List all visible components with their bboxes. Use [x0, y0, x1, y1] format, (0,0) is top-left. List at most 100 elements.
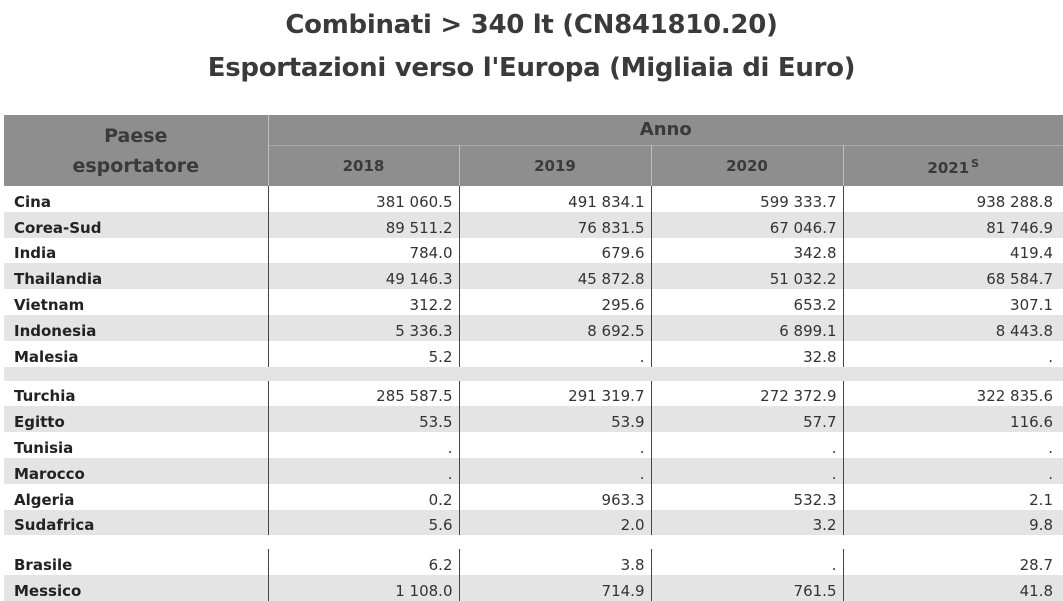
- value-cell: 938 288.8: [842, 186, 1063, 212]
- country-cell: Marocco: [4, 457, 268, 484]
- group-separator: [4, 366, 1063, 381]
- country-cell: India: [14, 244, 57, 263]
- value-cell: 3.8: [458, 549, 651, 576]
- page-subtitle: Esportazioni verso l'Europa (Migliaia di…: [207, 53, 856, 83]
- value-cell: 532.3: [650, 483, 843, 510]
- value-cell: 5.2: [267, 340, 459, 367]
- year-header-2018: 2018: [268, 145, 460, 186]
- value-cell: 45 872.8: [458, 263, 651, 290]
- value-cell: 5.6: [267, 509, 459, 536]
- value-cell: 76 831.5: [458, 211, 651, 238]
- value-cell: 81 746.9: [842, 211, 1063, 238]
- value-cell: 599 333.7: [650, 186, 843, 212]
- table-row: Sudafrica 5.6 2.0 3.2 9.8: [4, 509, 1063, 536]
- country-cell: Vietnam: [14, 295, 85, 314]
- value-cell: 116.6: [842, 406, 1063, 433]
- value-cell: 312.2: [267, 289, 459, 315]
- value-cell: 679.6: [458, 237, 651, 264]
- country-cell: Tunisia: [14, 438, 74, 457]
- value-cell: 2.0: [458, 509, 651, 536]
- value-cell: 51 032.2: [650, 263, 843, 290]
- value-cell: 8 443.8: [842, 314, 1063, 341]
- table-row: Marocco....: [4, 457, 1063, 484]
- table-row: Vietnam 312.2 295.6 653.2 307.1: [4, 289, 1063, 315]
- value-cell: .: [267, 432, 459, 458]
- table-row: Turchia 285 587.5 291 319.7 272 372.9 322 83…: [4, 380, 1063, 407]
- value-cell: 963.3: [458, 483, 651, 510]
- value-cell: 381 060.5: [267, 186, 459, 212]
- table-row: Malesia 5.2. 32.8.: [4, 340, 1063, 367]
- country-cell: Corea-Sud: [4, 211, 268, 238]
- value-cell: 53.5: [267, 406, 459, 433]
- table-row: Indonesia 5 336.3 8 692.5 6 899.1 8 443.8: [4, 314, 1063, 341]
- country-cell: Brasile: [14, 556, 73, 575]
- value-cell: 41.8: [842, 575, 1063, 601]
- group-separator: [4, 535, 1063, 550]
- value-cell: 295.6: [458, 289, 651, 315]
- country-cell: Egitto: [4, 406, 268, 433]
- value-cell: .: [458, 457, 651, 484]
- value-cell: 89 511.2: [267, 211, 459, 238]
- value-cell: .: [650, 549, 843, 576]
- value-cell: 67 046.7: [650, 211, 843, 238]
- table-row: Egitto 53.5 53.9 57.7 116.6: [4, 406, 1063, 433]
- table-row: Tunisia....: [4, 432, 1063, 458]
- value-cell: .: [842, 457, 1063, 484]
- value-cell: 784.0: [267, 237, 459, 264]
- value-cell: 342.8: [650, 237, 843, 264]
- value-cell: .: [842, 432, 1063, 458]
- year-header-2019: 2019: [459, 145, 652, 186]
- value-cell: 419.4: [842, 237, 1063, 264]
- value-cell: .: [458, 432, 651, 458]
- value-cell: 322 835.6: [842, 380, 1063, 407]
- value-cell: 2.1: [842, 483, 1063, 510]
- value-cell: 761.5: [650, 575, 843, 601]
- value-cell: 57.7: [650, 406, 843, 433]
- value-cell: 6 899.1: [650, 314, 843, 341]
- value-cell: 49 146.3: [267, 263, 459, 290]
- value-cell: 291 319.7: [458, 380, 651, 407]
- table-row: Corea-Sud 89 511.2 76 831.5 67 046.7 81 746.…: [4, 211, 1063, 238]
- value-cell: .: [650, 432, 843, 458]
- value-cell: 68 584.7: [842, 263, 1063, 290]
- value-cell: 285 587.5: [267, 380, 459, 407]
- value-cell: 714.9: [458, 575, 651, 601]
- year-header-2021: 2021 S: [843, 145, 1063, 186]
- value-cell: .: [842, 340, 1063, 367]
- exports-table: Paese esportatore Anno 2018 2019 2020 20…: [4, 115, 1063, 601]
- value-cell: .: [650, 457, 843, 484]
- table-row: Thailandia 49 146.3 45 872.8 51 032.2 68 584…: [4, 263, 1063, 290]
- value-cell: .: [458, 340, 651, 367]
- table-row: Brasile 6.2 3.8. 28.7: [4, 549, 1063, 576]
- country-column-header: Paese esportatore: [4, 115, 269, 186]
- country-cell: Algeria: [14, 490, 75, 509]
- value-cell: 491 834.1: [458, 186, 651, 212]
- table-row: Algeria 0.2 963.3 532.3 2.1: [4, 483, 1063, 510]
- value-cell: 28.7: [842, 549, 1063, 576]
- value-cell: 32.8: [650, 340, 843, 367]
- year-header-2020: 2020: [651, 145, 844, 186]
- country-cell: Messico: [4, 575, 268, 601]
- estimate-flag: S: [971, 157, 980, 170]
- country-cell: Turchia: [14, 387, 76, 406]
- value-cell: 0.2: [267, 483, 459, 510]
- value-cell: 307.1: [842, 289, 1063, 315]
- country-cell: Malesia: [14, 347, 79, 366]
- table-row: Cina 381 060.5 491 834.1 599 333.7 938 288.8: [4, 186, 1063, 212]
- country-header-line2: esportatore: [72, 154, 199, 177]
- country-cell: Cina: [14, 192, 51, 211]
- value-cell: 5 336.3: [267, 314, 459, 341]
- country-header-line1: Paese: [104, 124, 168, 147]
- value-cell: 6.2: [267, 549, 459, 576]
- country-cell: Sudafrica: [4, 509, 268, 536]
- country-cell: Indonesia: [4, 314, 268, 341]
- value-cell: 9.8: [842, 509, 1063, 536]
- value-cell: 1 108.0: [267, 575, 459, 601]
- value-cell: .: [267, 457, 459, 484]
- page-title: Combinati > 340 lt (CN841810.20): [285, 10, 778, 40]
- value-cell: 272 372.9: [650, 380, 843, 407]
- value-cell: 653.2: [650, 289, 843, 315]
- value-cell: 3.2: [650, 509, 843, 536]
- value-cell: 8 692.5: [458, 314, 651, 341]
- table-row: Messico 1 108.0 714.9 761.5 41.8: [4, 575, 1063, 601]
